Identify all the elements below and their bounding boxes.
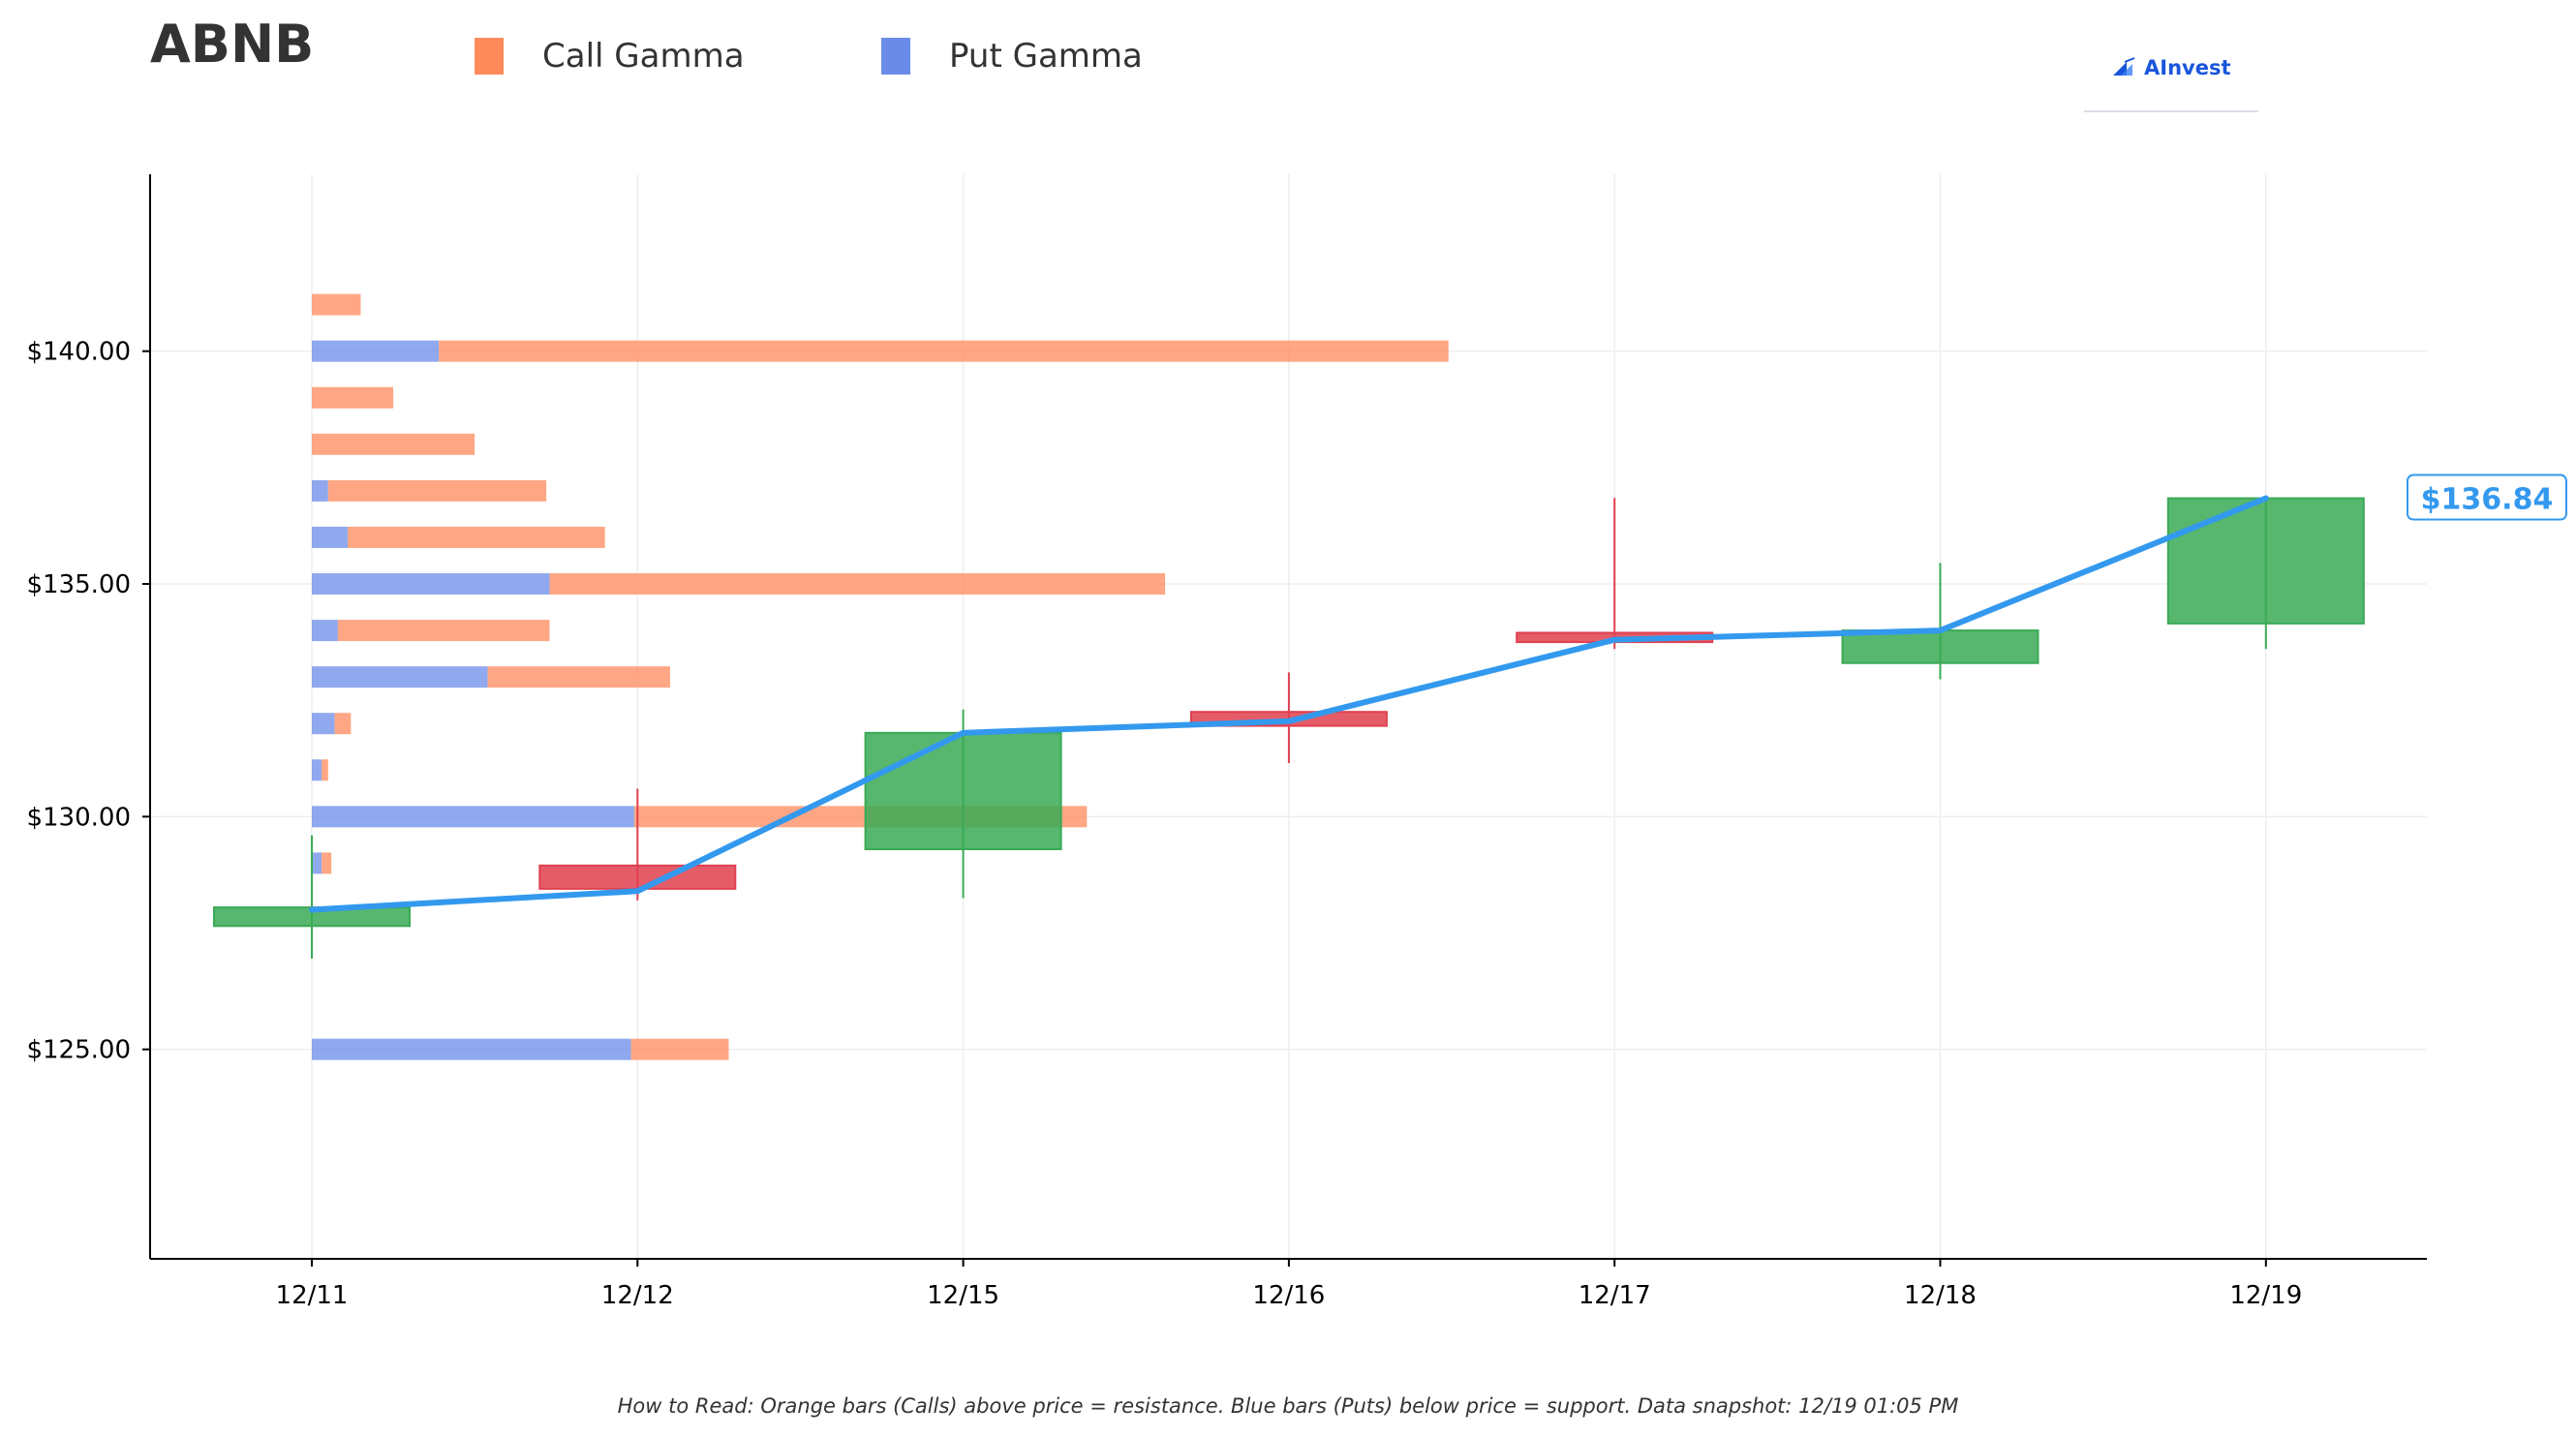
x-tick-label: 12/12 — [601, 1281, 674, 1310]
y-tick-label: $140.00 — [26, 338, 131, 367]
last-price-label: $136.84 — [2421, 483, 2554, 517]
price-line — [309, 495, 2269, 913]
call-gamma-bar — [630, 1038, 729, 1060]
candle-body — [213, 906, 411, 928]
x-tick-label: 12/15 — [927, 1281, 999, 1310]
ainvest-logo: AInvest — [2111, 48, 2266, 87]
x-tick-label: 12/16 — [1252, 1281, 1325, 1310]
call-gamma-bar — [312, 386, 394, 409]
x-tick-label: 12/18 — [1904, 1281, 1977, 1310]
legend-put-gamma: Put Gamma — [881, 37, 1143, 76]
put-gamma-bar — [312, 620, 338, 642]
y-tick-label: $135.00 — [26, 570, 131, 599]
x-tick-label: 12/11 — [276, 1281, 349, 1310]
call-gamma-bar — [322, 852, 332, 874]
put-gamma-bar — [312, 666, 488, 688]
y-tick-label: $130.00 — [26, 803, 131, 832]
put-gamma-bar — [312, 573, 550, 596]
legend-call-label: Call Gamma — [542, 37, 745, 76]
candle-body — [864, 731, 1062, 850]
legend-put-swatch — [881, 38, 910, 75]
put-gamma-bar — [312, 1038, 631, 1060]
candle-body — [1841, 629, 2039, 664]
footer-note: How to Read: Orange bars (Calls) above p… — [617, 1394, 1959, 1418]
put-gamma-bar — [312, 806, 634, 828]
y-tick-label: $125.00 — [26, 1036, 131, 1065]
call-gamma-bar — [487, 666, 670, 688]
call-gamma-bar — [633, 806, 1088, 828]
call-gamma-bar — [337, 620, 550, 642]
x-tick-label: 12/19 — [2229, 1281, 2302, 1310]
legend-call-gamma: Call Gamma — [475, 37, 745, 76]
call-gamma-bar — [322, 759, 328, 781]
call-gamma-bar — [439, 340, 1449, 362]
put-gamma-bar — [312, 340, 440, 362]
ainvest-logo-icon — [2113, 57, 2135, 76]
call-gamma-bar — [312, 433, 475, 455]
call-gamma-bar — [549, 573, 1166, 596]
logo-divider — [2084, 110, 2258, 112]
candle-body — [1189, 711, 1388, 727]
legend-call-swatch — [475, 38, 504, 75]
put-gamma-bar — [312, 713, 335, 735]
x-tick-label: 12/17 — [1579, 1281, 1651, 1310]
candle-body — [2166, 497, 2365, 625]
call-gamma-bar — [327, 479, 547, 502]
put-gamma-bar — [312, 852, 322, 874]
call-gamma-bar — [312, 293, 361, 316]
candle-body — [1516, 631, 1714, 644]
legend-put-label: Put Gamma — [949, 37, 1143, 76]
put-gamma-bar — [312, 526, 348, 548]
ticker-title: ABNB — [150, 14, 315, 75]
ainvest-logo-text: AInvest — [2144, 56, 2231, 79]
call-gamma-bar — [347, 526, 605, 548]
last-price-box — [2407, 474, 2567, 521]
candle-body — [538, 864, 737, 890]
call-gamma-bar — [334, 713, 352, 735]
put-gamma-bar — [312, 759, 322, 781]
put-gamma-bar — [312, 479, 328, 502]
